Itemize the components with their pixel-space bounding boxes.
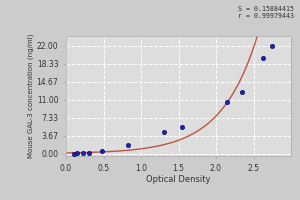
Point — [240, 91, 245, 94]
Point — [86, 151, 91, 154]
Point — [80, 151, 85, 155]
Point — [270, 44, 275, 47]
Point — [71, 152, 76, 155]
Point — [100, 149, 104, 152]
Point — [161, 130, 166, 133]
Point — [260, 56, 265, 60]
Text: S = 0.15884415
r = 0.99979443: S = 0.15884415 r = 0.99979443 — [238, 6, 294, 19]
X-axis label: Optical Density: Optical Density — [146, 175, 211, 184]
Point — [75, 152, 80, 155]
Y-axis label: Mouse GAL-3 concentration (ng/ml): Mouse GAL-3 concentration (ng/ml) — [27, 34, 34, 158]
Point — [180, 125, 185, 128]
Point — [225, 101, 230, 104]
Point — [125, 143, 130, 146]
